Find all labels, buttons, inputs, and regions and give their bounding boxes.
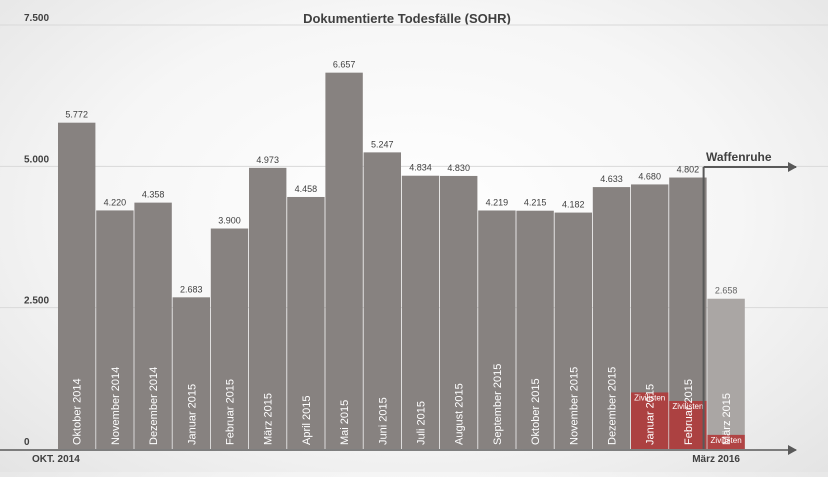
category-label: April 2015 (301, 395, 313, 445)
bar (440, 175, 478, 449)
bar (172, 297, 210, 449)
bar (478, 210, 516, 449)
civilians-bar (631, 392, 669, 449)
value-label: 4.215 (524, 198, 547, 208)
bar (707, 298, 745, 449)
value-label: 4.182 (562, 200, 585, 210)
value-label: 4.458 (295, 184, 318, 194)
value-label: 4.680 (638, 171, 661, 181)
category-label: Juli 2015 (416, 401, 428, 445)
civilians-label: Zivilisten (711, 436, 742, 445)
ceasefire-label: Waffenruhe (706, 150, 772, 164)
bar (96, 210, 134, 449)
value-label: 4.802 (677, 165, 700, 175)
category-label: September 2015 (492, 364, 504, 445)
y-tick-label: 5.000 (24, 154, 49, 165)
category-label: März 2015 (263, 393, 275, 445)
civilians-label: Zivilisten (634, 393, 665, 402)
value-label: 2.683 (180, 284, 203, 294)
bar (401, 175, 440, 449)
y-tick-label: 2.500 (24, 296, 49, 307)
value-label: 3.900 (218, 216, 241, 226)
value-label: 6.657 (333, 60, 356, 70)
category-label: Januar 2015 (186, 384, 198, 445)
bar (210, 228, 249, 449)
category-label: Oktober 2015 (530, 378, 542, 445)
bar (592, 187, 631, 450)
bar (363, 152, 401, 449)
x-axis-end-label: März 2016 (692, 454, 740, 465)
value-label: 4.220 (104, 197, 127, 207)
category-label: Mai 2015 (339, 400, 351, 445)
chart-title: Dokumentierte Todesfälle (SOHR) (303, 11, 511, 26)
value-label: 4.219 (486, 197, 509, 207)
value-label: 4.358 (142, 190, 165, 200)
bar (134, 202, 172, 449)
value-label: 4.633 (600, 174, 623, 184)
category-label: Oktober 2014 (72, 378, 84, 445)
civilians-bar (669, 400, 707, 449)
value-label: 4.834 (409, 163, 432, 173)
bar (516, 210, 554, 449)
category-label: November 2014 (110, 367, 122, 445)
value-label: 5.772 (65, 110, 88, 120)
bar (325, 72, 363, 450)
bar (58, 122, 96, 449)
category-label: Dezember 2014 (148, 367, 160, 445)
civilians-label: Zivilisten (672, 402, 703, 411)
value-label: 4.830 (447, 163, 470, 173)
value-label: 2.658 (715, 286, 738, 296)
category-label: August 2015 (454, 383, 466, 445)
category-label: Dezember 2015 (607, 367, 619, 445)
x-axis-start-label: OKT. 2014 (32, 454, 80, 465)
civilians-bar (707, 434, 745, 449)
category-label: Februar 2015 (683, 379, 695, 445)
y-tick-label: 0 (24, 437, 30, 448)
bar (287, 196, 325, 449)
value-label: 5.247 (371, 139, 394, 149)
bar (249, 167, 287, 449)
category-label: November 2015 (568, 367, 580, 445)
category-label: März 2015 (721, 393, 733, 445)
value-label: 4.973 (256, 155, 279, 165)
category-label: Juni 2015 (377, 397, 389, 445)
category-label: Januar 2015 (645, 384, 657, 445)
bar (554, 212, 592, 449)
category-label: Februar 2015 (225, 379, 237, 445)
y-tick-label: 7.500 (24, 13, 49, 24)
